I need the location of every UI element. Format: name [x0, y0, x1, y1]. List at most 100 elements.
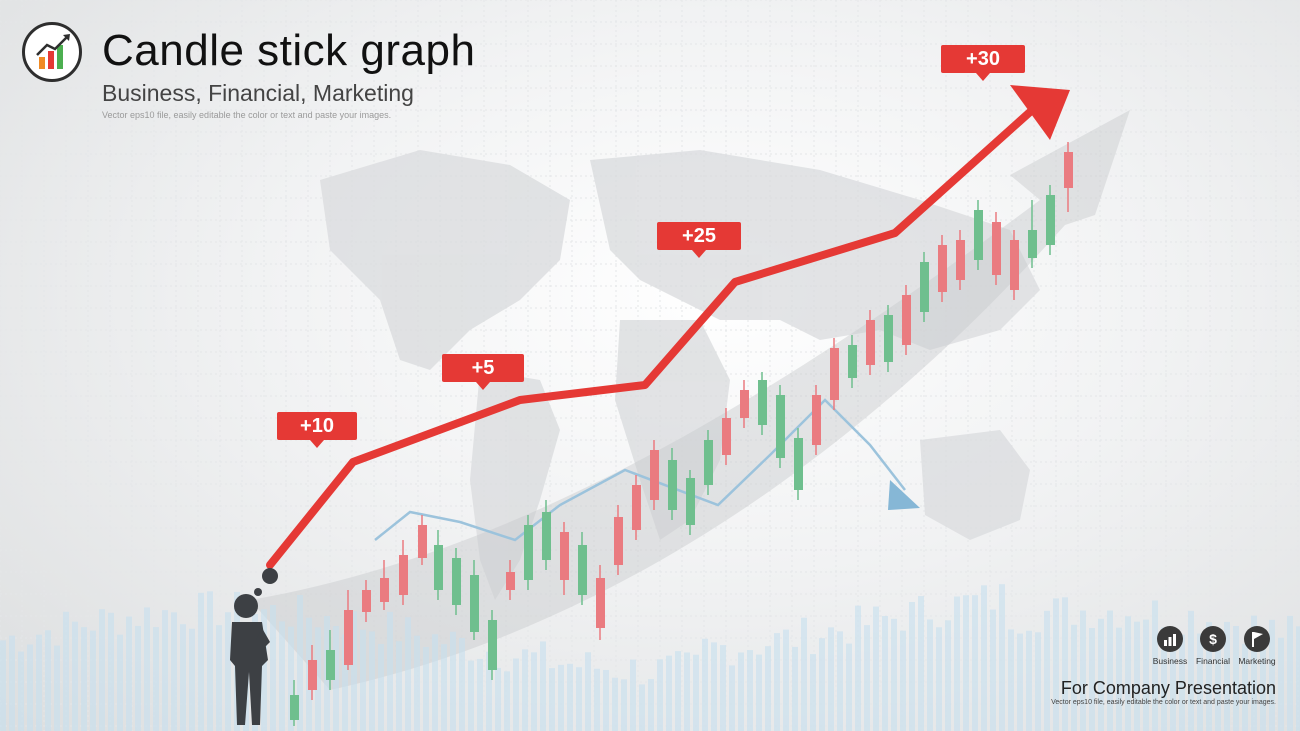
candle-body	[326, 650, 335, 680]
header-note: Vector eps10 file, easily editable the c…	[102, 110, 392, 120]
candle-body	[614, 517, 623, 565]
background-bar	[279, 621, 285, 731]
callout-label: +25	[657, 222, 741, 258]
background-bar	[1080, 610, 1086, 731]
background-bar	[225, 612, 231, 731]
background-bar	[135, 625, 141, 731]
candle-body	[830, 348, 839, 400]
background-bar	[99, 609, 105, 731]
background-bar	[990, 609, 996, 731]
candle-body	[452, 558, 461, 605]
background-bar	[711, 642, 717, 731]
background-bar	[792, 646, 798, 731]
candle-body	[956, 240, 965, 280]
background-bars	[0, 584, 1300, 731]
background-bar	[261, 609, 267, 731]
background-bar	[1017, 633, 1023, 731]
candle-body	[578, 545, 587, 595]
background-bar	[585, 652, 591, 731]
background-bar	[54, 645, 60, 731]
background-bar	[927, 619, 933, 731]
growth-arrow-shape	[250, 110, 1130, 690]
background-bar	[981, 585, 987, 731]
businessman-silhouette	[230, 594, 270, 725]
candle-body	[632, 485, 641, 530]
candle-body	[399, 555, 408, 595]
background-bar	[432, 634, 438, 731]
footer-title: For Company Presentation	[1060, 678, 1276, 698]
background-bar	[630, 659, 636, 731]
background-bar	[684, 652, 690, 731]
background-bar	[342, 634, 348, 731]
thought-bubble-small	[254, 588, 262, 596]
background-bar	[936, 627, 942, 731]
background-bar	[945, 620, 951, 731]
background-bar	[873, 606, 879, 731]
candle-body	[974, 210, 983, 260]
background-bar	[288, 626, 294, 731]
background-bar	[1008, 629, 1014, 731]
candle-body	[776, 395, 785, 458]
background-bar	[657, 659, 663, 731]
background-bar	[648, 679, 654, 731]
candle-body	[308, 660, 317, 690]
background-bar	[675, 651, 681, 731]
background-bar	[729, 665, 735, 731]
category-label: Marketing	[1238, 656, 1276, 666]
candle-body	[488, 620, 497, 670]
background-bar	[108, 612, 114, 731]
candle-body	[812, 395, 821, 445]
background-bar	[117, 634, 123, 731]
background-bar	[1134, 621, 1140, 731]
background-bar	[558, 664, 564, 731]
background-bar	[1260, 629, 1266, 731]
background-bar	[1071, 624, 1077, 731]
background-bar	[783, 629, 789, 731]
background-bar	[27, 644, 33, 731]
background-bar	[414, 635, 420, 731]
candle-body	[686, 478, 695, 525]
thought-bubble	[262, 568, 278, 584]
background-bar	[1053, 598, 1059, 731]
background-bar	[612, 677, 618, 731]
red-growth-arrowhead	[1010, 85, 1070, 140]
category-marketing: Marketing	[1231, 626, 1283, 666]
background-bar	[1062, 597, 1068, 731]
background-bar	[333, 626, 339, 731]
background-bar	[1161, 627, 1167, 731]
background-bar	[9, 635, 15, 731]
background-bar	[828, 627, 834, 731]
background-bar	[351, 611, 357, 731]
background-bar	[1170, 627, 1176, 731]
background-bar	[747, 650, 753, 731]
page-subtitle: Business, Financial, Marketing	[102, 80, 414, 106]
candle-body	[938, 245, 947, 292]
background-bar	[1125, 616, 1131, 731]
background-bar	[576, 667, 582, 731]
background-bar	[891, 618, 897, 731]
background-bar	[819, 638, 825, 731]
bar-chart-icon	[1157, 626, 1183, 652]
background-bar	[1035, 632, 1041, 731]
background-bar	[1044, 610, 1050, 731]
background-bar	[1296, 626, 1300, 731]
candle-body	[560, 532, 569, 580]
page-title: Candle stick graph	[102, 26, 476, 75]
background-bar	[18, 651, 24, 731]
background-bar	[1206, 622, 1212, 731]
background-bar	[765, 646, 771, 731]
background-bar	[0, 640, 6, 731]
background-bar	[189, 628, 195, 731]
background-bar	[1269, 619, 1275, 731]
background-bar	[45, 630, 51, 731]
background-bar	[846, 643, 852, 731]
background-bar	[756, 654, 762, 731]
background-bar	[207, 591, 213, 731]
background-bar	[1089, 628, 1095, 731]
background-bar	[1242, 643, 1248, 731]
background-bar	[1107, 610, 1113, 731]
background-bar	[1179, 634, 1185, 731]
candle-body	[884, 315, 893, 362]
